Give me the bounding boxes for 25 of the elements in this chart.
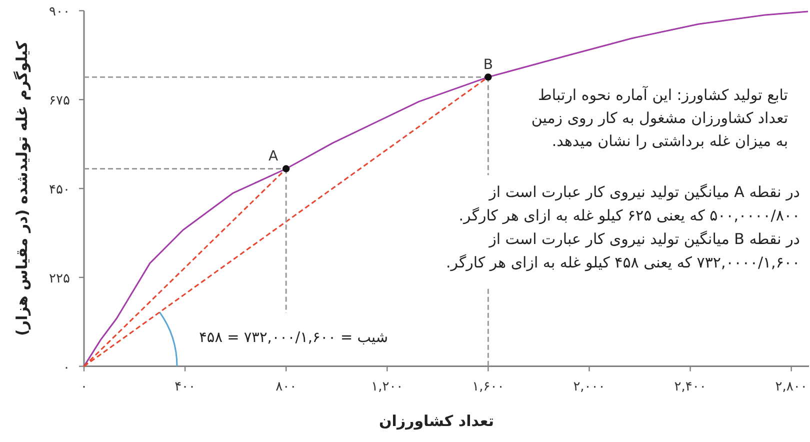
x-tick-label: ۴۰۰ <box>174 379 196 394</box>
annotation: به میزان غله برداشتی را نشان میدهد. <box>552 132 788 150</box>
annotation: ۷۳۲,۰۰۰۰/۱,۶۰۰ که یعنی ۴۵۸ کیلو غله به ازای هر کارگر. <box>446 254 800 272</box>
x-tick-label: ۲,۰۰۰ <box>573 379 606 394</box>
annotation: A <box>268 148 279 165</box>
annotation: B <box>483 57 493 74</box>
annotation: شیب = ۷۳۲,۰۰۰/۱,۶۰۰ = ۴۵۸ <box>199 330 388 346</box>
x-tick-label: ۲,۸۰۰ <box>775 379 808 394</box>
y-tick-label: ۲۲۵ <box>49 271 70 286</box>
y-axis-title: کیلوگرم غله تولیدشده (در مقیاس هزار) <box>13 40 31 336</box>
y-tick-label: ۶۷۵ <box>49 94 70 109</box>
y-tick-label: ۴۵۰ <box>49 182 70 198</box>
annotation: تعداد کشاورزان مشغول به کار روی زمین <box>531 109 788 127</box>
annotation: تابع تولید کشاورز: این آماره نحوه ارتباط <box>538 85 788 104</box>
y-tick-label: ۰ <box>63 360 70 376</box>
x-tick-label: ۰ <box>80 379 88 394</box>
annotation: ۵۰۰,۰۰۰۰/۸۰۰ که یعنی ۶۲۵ کیلو غله به ازای هر کارگر. <box>458 206 800 224</box>
x-tick-label: ۸۰۰ <box>276 379 297 394</box>
annotation: در نقطه A میانگین تولید نیروی کار عبارت است از <box>488 183 800 201</box>
annotation: در نقطه B میانگین تولید نیروی کار عبارت است از <box>488 230 800 248</box>
x-tick-label: ۱,۲۰۰ <box>371 379 404 394</box>
x-tick-label: ۱,۶۰۰ <box>472 379 504 394</box>
x-axis-title: تعداد کشاورزان <box>379 412 494 430</box>
y-tick-label: ۹۰۰ <box>49 4 70 20</box>
x-tick-label: ۲,۴۰۰ <box>674 379 706 394</box>
